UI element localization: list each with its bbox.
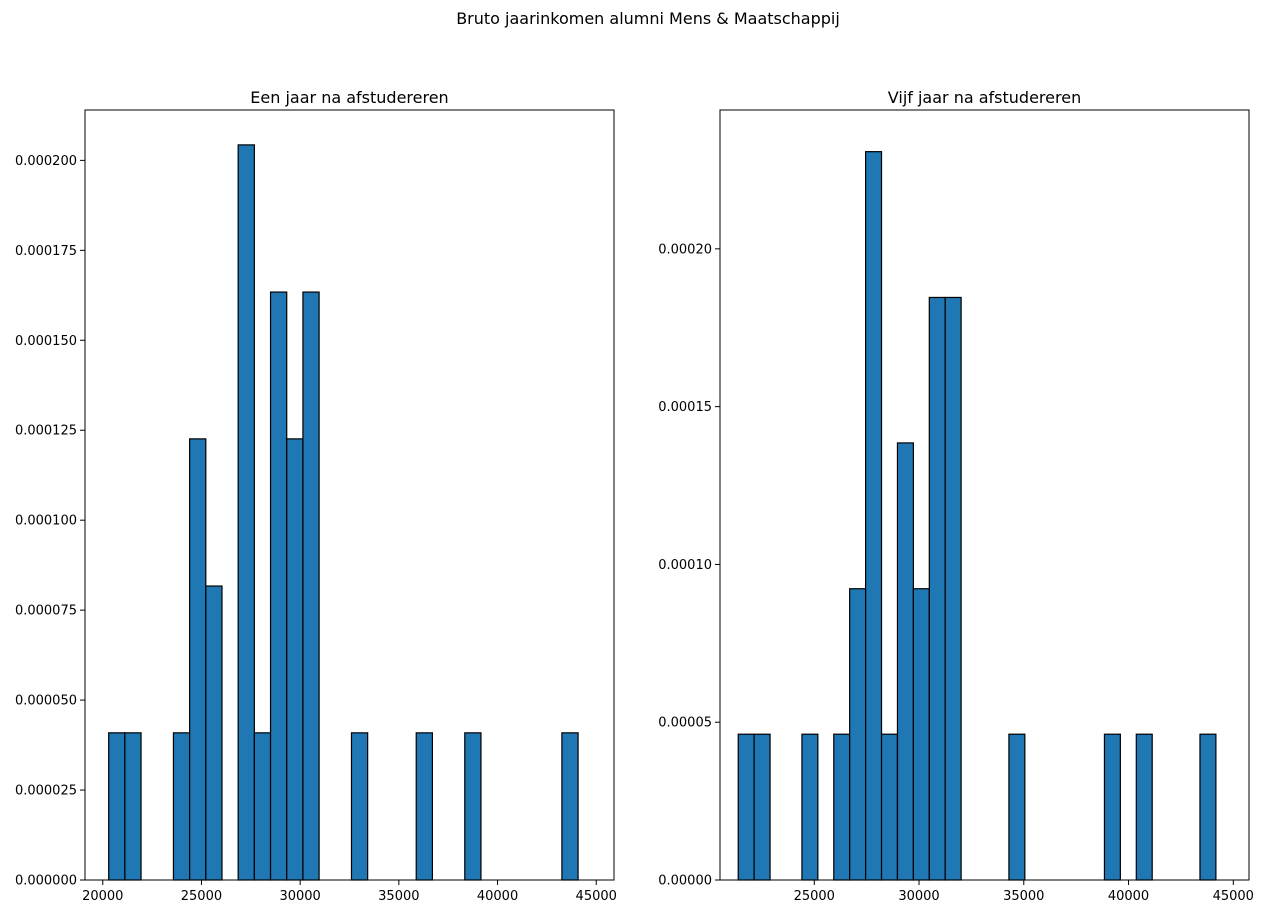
- histogram-bar-one-year-13: [561, 732, 579, 881]
- histogram-bar-one-year-9: [302, 291, 320, 881]
- x-tick-label-one-year-0: 20000: [82, 889, 123, 904]
- histogram-bar-five-year-4: [849, 588, 867, 881]
- histogram-panel-five-year: Vijf jaar na afstudereren 25000 30000 3500…: [658, 88, 1254, 904]
- histogram-bar-five-year-5: [865, 151, 883, 881]
- y-axis-five-year: 0.00000 0.00005 0.00010 0.00015 0.00020: [658, 242, 720, 889]
- histogram-bar-five-year-7: [896, 442, 914, 881]
- histogram-panel-one-year: Een jaar na afstudereren 20000 25000 30000…: [15, 88, 617, 904]
- histogram-bar-one-year-3: [189, 438, 207, 881]
- figure-suptitle: Bruto jaarinkomen alumni Mens & Maatscha…: [456, 9, 840, 28]
- y-tick-label-five-year-0: 0.00000: [658, 874, 712, 889]
- bars-five-year: [737, 151, 1217, 881]
- x-tick-label-five-year-0: 25000: [794, 889, 835, 904]
- x-tick-label-one-year-1: 25000: [181, 889, 222, 904]
- x-axis-five-year: 25000 30000 35000 40000 45000: [794, 880, 1254, 904]
- histogram-bar-one-year-11: [415, 732, 434, 881]
- histogram-bar-five-year-13: [1135, 733, 1153, 881]
- histogram-bar-one-year-12: [464, 732, 482, 881]
- x-tick-label-five-year-4: 45000: [1213, 889, 1254, 904]
- x-tick-label-one-year-2: 30000: [279, 889, 320, 904]
- histogram-bar-one-year-5: [237, 144, 255, 881]
- histogram-bar-five-year-9: [928, 296, 946, 881]
- axes-frame-one-year: [84, 109, 615, 881]
- y-tick-label-one-year-1: 0.000025: [15, 784, 77, 799]
- y-tick-label-five-year-2: 0.00010: [658, 558, 712, 573]
- histogram-bar-one-year-8: [286, 438, 304, 881]
- y-axis-one-year: 0.000000 0.000025 0.000050 0.000075 0.000100…: [15, 154, 85, 889]
- x-tick-label-five-year-2: 35000: [1003, 889, 1044, 904]
- y-tick-label-one-year-7: 0.000175: [15, 244, 77, 259]
- axes-frame-five-year: [719, 109, 1250, 881]
- x-tick-label-five-year-1: 30000: [898, 889, 939, 904]
- x-axis-one-year: 20000 25000 30000 35000 40000 45000: [82, 880, 617, 904]
- panel-title-five-year: Vijf jaar na afstudereren: [888, 88, 1081, 107]
- y-tick-label-one-year-2: 0.000050: [15, 694, 77, 709]
- histogram-bar-five-year-8: [912, 588, 930, 881]
- y-tick-label-one-year-5: 0.000125: [15, 424, 77, 439]
- bars-one-year: [108, 144, 579, 881]
- y-tick-label-one-year-3: 0.000075: [15, 604, 77, 619]
- histogram-bar-one-year-7: [269, 291, 288, 881]
- histogram-bar-five-year-6: [880, 733, 899, 881]
- histogram-bar-five-year-3: [833, 733, 851, 881]
- histogram-bar-five-year-0: [737, 733, 755, 881]
- y-tick-label-five-year-1: 0.00005: [658, 716, 712, 731]
- y-tick-label-one-year-4: 0.000100: [15, 514, 77, 529]
- y-tick-label-one-year-8: 0.000200: [15, 154, 77, 169]
- histogram-bar-five-year-11: [1008, 733, 1026, 881]
- histogram-bar-five-year-2: [801, 733, 819, 881]
- histogram-bar-one-year-1: [124, 732, 142, 881]
- x-tick-label-five-year-3: 40000: [1108, 889, 1149, 904]
- x-tick-label-one-year-5: 45000: [576, 889, 617, 904]
- x-tick-label-one-year-4: 40000: [477, 889, 518, 904]
- histogram-bar-five-year-1: [753, 733, 771, 881]
- histogram-bar-five-year-10: [944, 296, 962, 881]
- histogram-bar-five-year-14: [1199, 733, 1217, 881]
- histogram-bar-one-year-0: [108, 732, 126, 881]
- y-tick-label-five-year-4: 0.00020: [658, 242, 712, 257]
- histogram-bar-five-year-12: [1103, 733, 1121, 881]
- y-tick-label-five-year-3: 0.00015: [658, 400, 712, 415]
- histogram-bar-one-year-10: [350, 732, 369, 881]
- y-tick-label-one-year-6: 0.000150: [15, 334, 77, 349]
- histogram-bar-one-year-6: [253, 732, 272, 881]
- x-tick-label-one-year-3: 35000: [378, 889, 419, 904]
- histogram-bar-one-year-4: [205, 585, 223, 881]
- y-tick-label-one-year-0: 0.000000: [15, 874, 77, 889]
- histogram-bar-one-year-2: [172, 732, 191, 881]
- panel-title-one-year: Een jaar na afstudereren: [250, 88, 448, 107]
